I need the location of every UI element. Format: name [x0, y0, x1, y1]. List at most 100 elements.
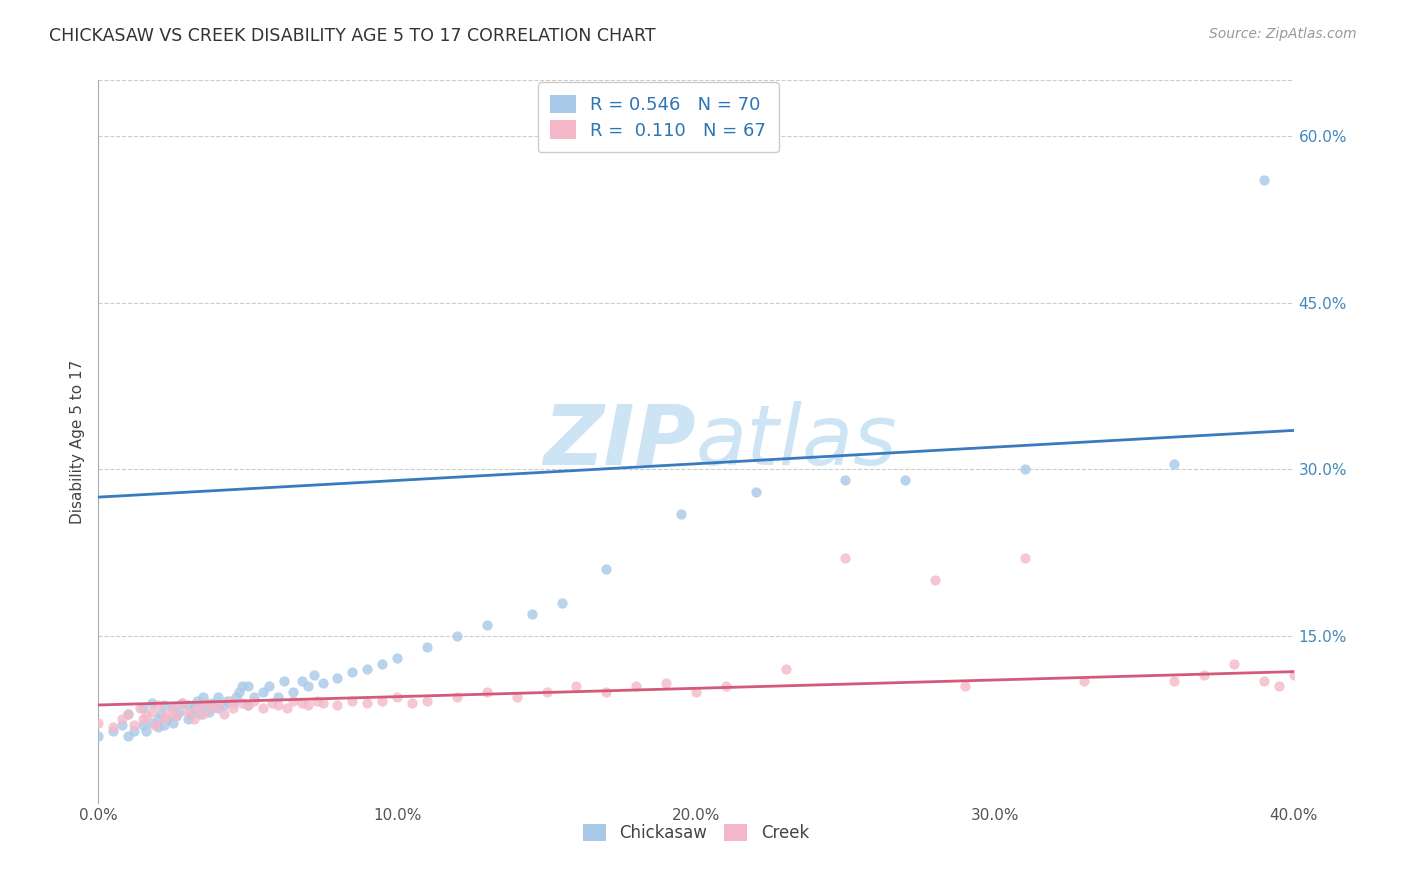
- Point: [212, 698, 235, 712]
- Point: [356, 662, 378, 676]
- Point: [626, 679, 648, 693]
- Point: [894, 474, 917, 488]
- Point: [669, 507, 692, 521]
- Point: [252, 684, 274, 698]
- Point: [111, 713, 134, 727]
- Point: [685, 684, 707, 698]
- Point: [326, 698, 349, 712]
- Point: [141, 715, 163, 730]
- Point: [212, 706, 235, 721]
- Point: [475, 618, 498, 632]
- Point: [291, 673, 314, 688]
- Point: [201, 696, 224, 710]
- Point: [162, 701, 184, 715]
- Point: [143, 718, 166, 732]
- Point: [135, 709, 157, 723]
- Point: [148, 720, 170, 734]
- Point: [231, 679, 253, 693]
- Point: [745, 484, 768, 499]
- Point: [1163, 673, 1185, 688]
- Point: [201, 701, 224, 715]
- Point: [135, 723, 157, 738]
- Point: [371, 693, 394, 707]
- Point: [186, 701, 208, 715]
- Point: [231, 696, 253, 710]
- Point: [281, 693, 304, 707]
- Point: [1282, 668, 1305, 682]
- Point: [371, 657, 394, 671]
- Point: [124, 723, 146, 738]
- Point: [595, 562, 617, 576]
- Point: [198, 705, 221, 719]
- Point: [342, 693, 364, 707]
- Point: [191, 698, 214, 712]
- Point: [129, 701, 152, 715]
- Point: [416, 640, 439, 655]
- Point: [595, 684, 617, 698]
- Point: [228, 684, 250, 698]
- Point: [141, 705, 163, 719]
- Point: [834, 551, 856, 566]
- Point: [207, 698, 229, 712]
- Point: [172, 696, 194, 710]
- Point: [132, 718, 155, 732]
- Point: [180, 706, 202, 721]
- Point: [191, 706, 214, 721]
- Point: [111, 718, 134, 732]
- Point: [191, 690, 214, 705]
- Point: [156, 713, 179, 727]
- Point: [1192, 668, 1215, 682]
- Point: [162, 701, 184, 715]
- Point: [153, 713, 176, 727]
- Point: [342, 665, 364, 679]
- Point: [87, 729, 110, 743]
- Point: [236, 698, 259, 712]
- Point: [165, 709, 187, 723]
- Point: [243, 690, 266, 705]
- Point: [177, 698, 200, 712]
- Point: [775, 662, 797, 676]
- Point: [385, 690, 409, 705]
- Point: [195, 696, 218, 710]
- Point: [153, 718, 176, 732]
- Point: [260, 696, 283, 710]
- Point: [385, 651, 409, 665]
- Point: [153, 698, 176, 712]
- Point: [183, 701, 205, 715]
- Point: [165, 709, 187, 723]
- Point: [219, 693, 242, 707]
- Point: [276, 701, 298, 715]
- Point: [536, 684, 558, 698]
- Point: [132, 713, 155, 727]
- Point: [162, 715, 184, 730]
- Point: [207, 690, 229, 705]
- Point: [186, 693, 208, 707]
- Point: [150, 706, 173, 721]
- Point: [243, 693, 266, 707]
- Point: [141, 696, 163, 710]
- Point: [252, 701, 274, 715]
- Point: [1163, 457, 1185, 471]
- Point: [520, 607, 543, 621]
- Point: [267, 698, 290, 712]
- Point: [297, 698, 319, 712]
- Legend: Chickasaw, Creek: Chickasaw, Creek: [572, 814, 820, 852]
- Point: [924, 574, 946, 588]
- Point: [297, 679, 319, 693]
- Point: [236, 679, 259, 693]
- Point: [446, 629, 468, 643]
- Point: [215, 693, 238, 707]
- Point: [401, 696, 423, 710]
- Text: Source: ZipAtlas.com: Source: ZipAtlas.com: [1209, 27, 1357, 41]
- Point: [172, 696, 194, 710]
- Point: [156, 706, 179, 721]
- Point: [1223, 657, 1246, 671]
- Point: [326, 671, 349, 685]
- Point: [222, 696, 245, 710]
- Point: [117, 706, 139, 721]
- Point: [834, 474, 856, 488]
- Point: [655, 675, 678, 690]
- Point: [1014, 551, 1036, 566]
- Text: CHICKASAW VS CREEK DISABILITY AGE 5 TO 17 CORRELATION CHART: CHICKASAW VS CREEK DISABILITY AGE 5 TO 1…: [49, 27, 655, 45]
- Point: [475, 684, 498, 698]
